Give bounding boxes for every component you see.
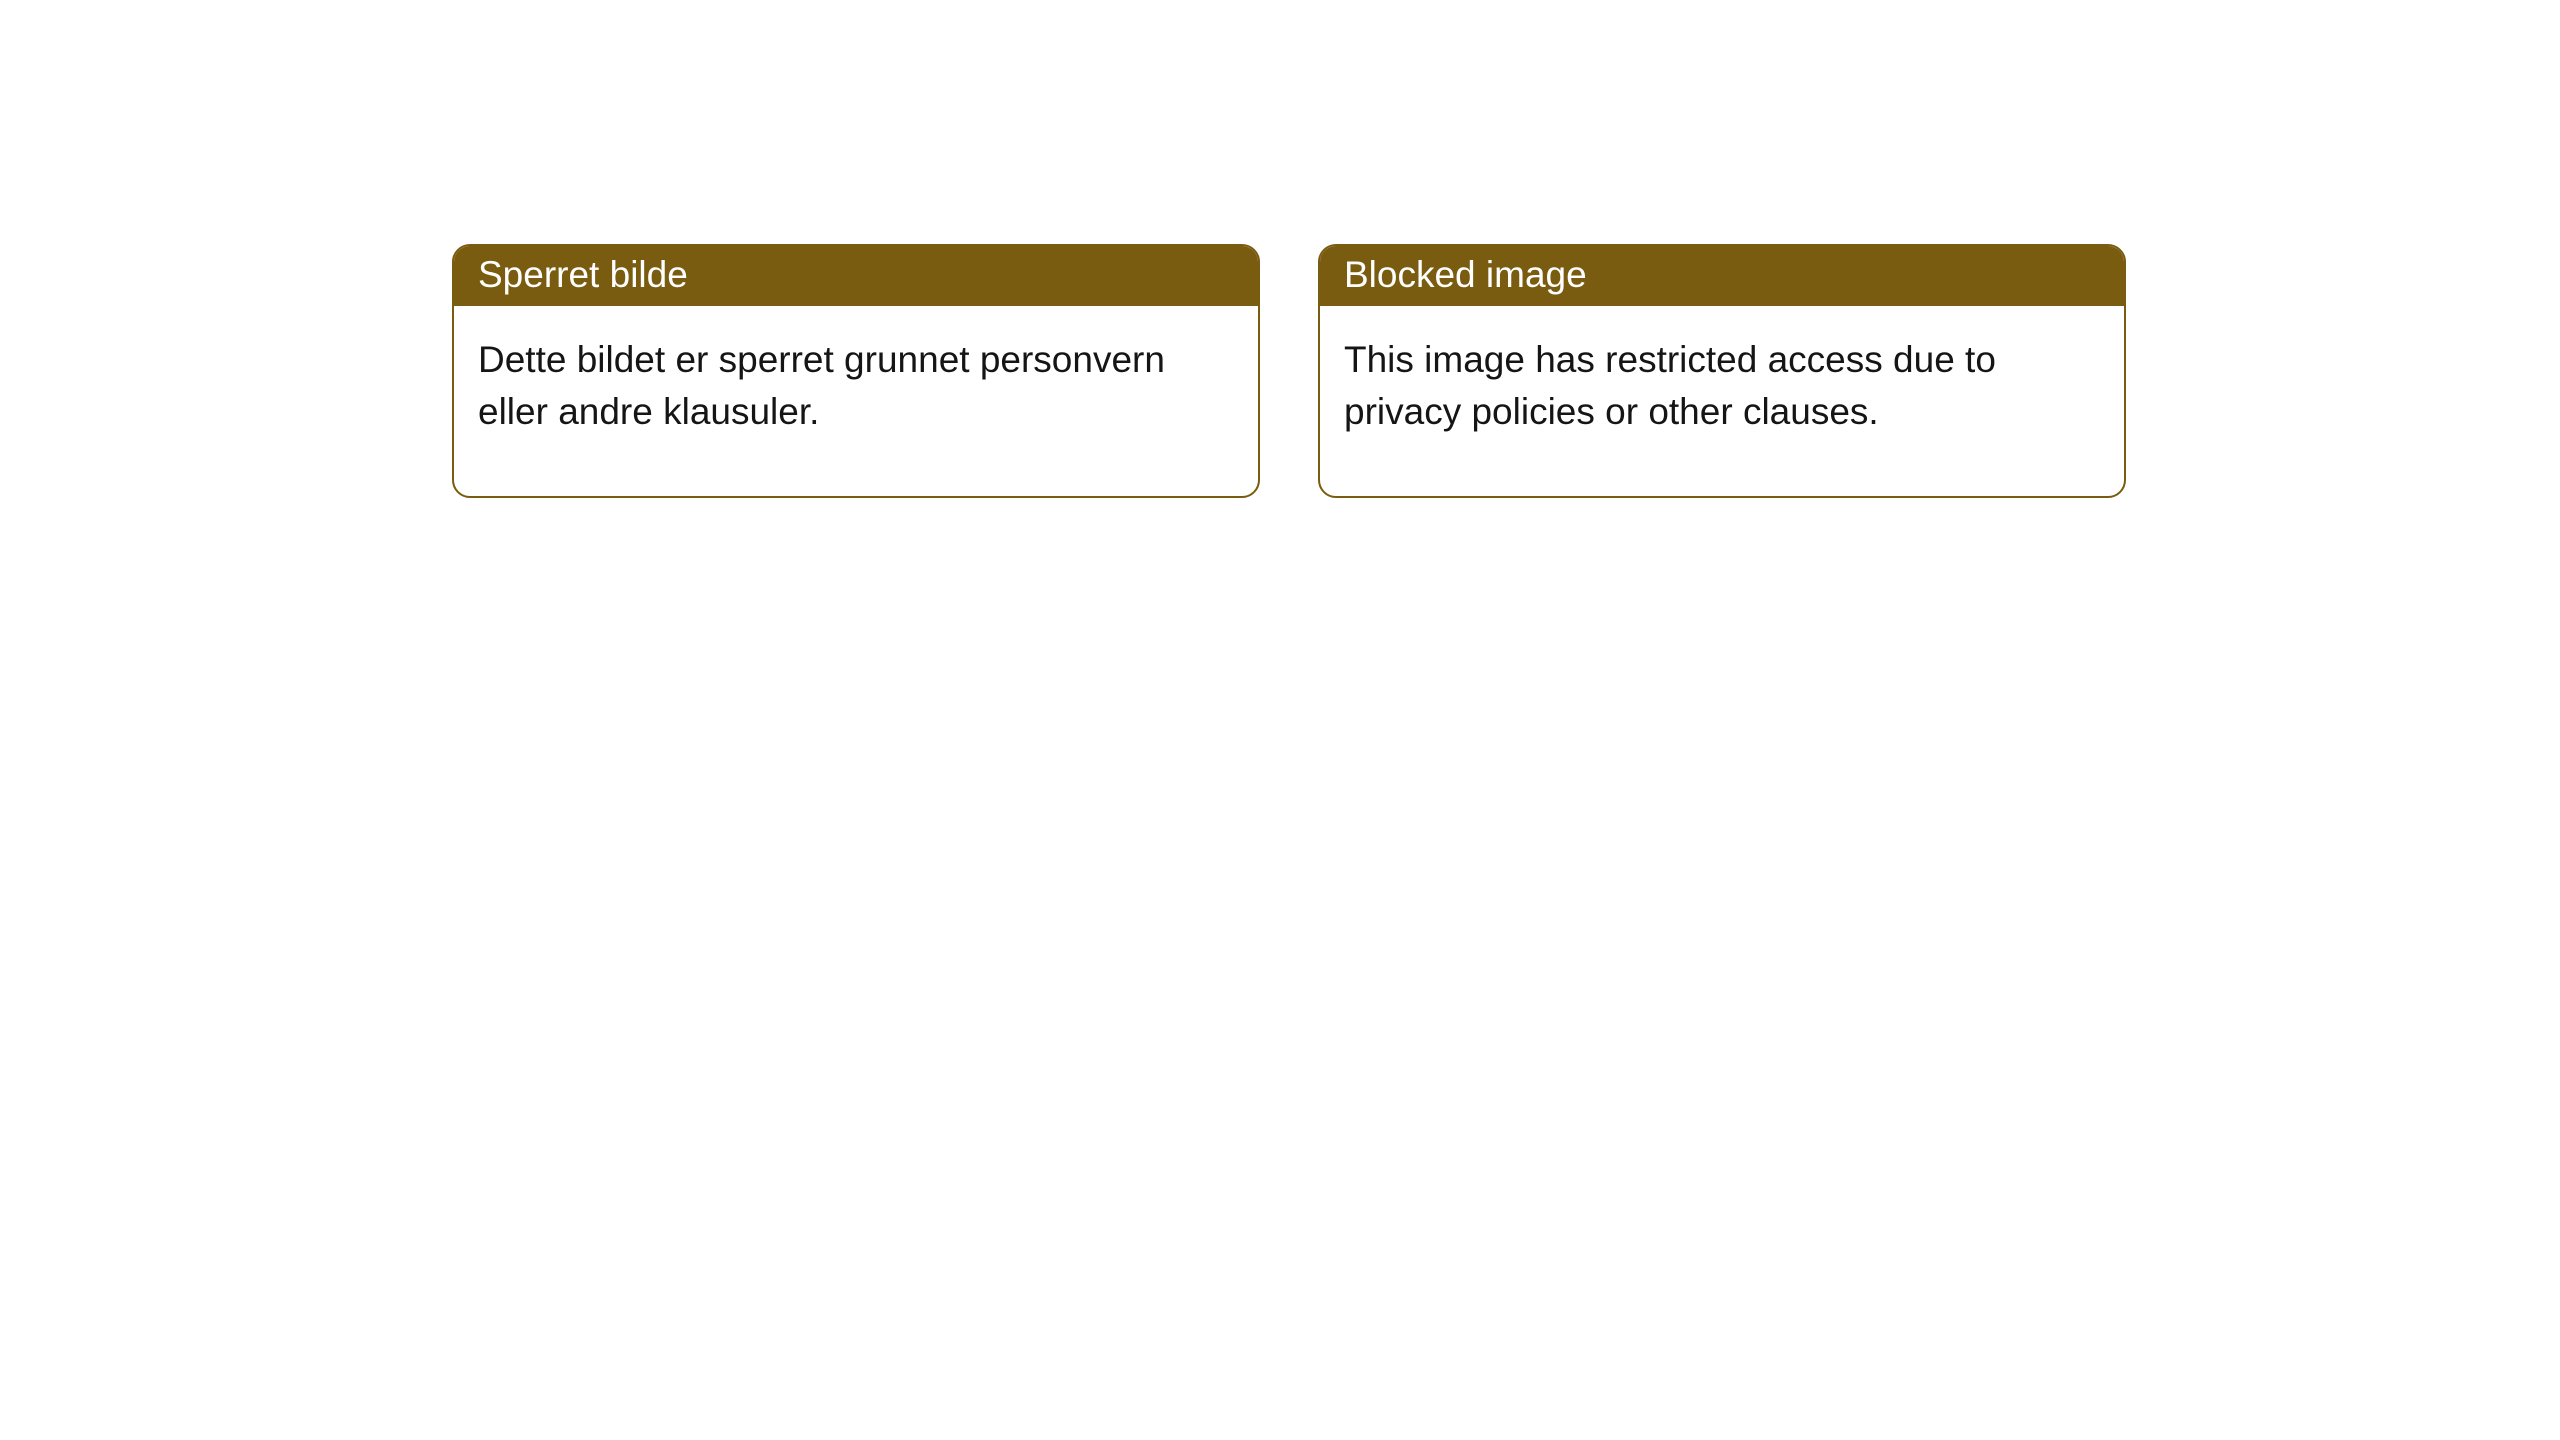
notice-body: Dette bildet er sperret grunnet personve… <box>454 306 1258 496</box>
notice-header: Sperret bilde <box>454 246 1258 306</box>
notice-box-english: Blocked image This image has restricted … <box>1318 244 2126 498</box>
notice-header: Blocked image <box>1320 246 2124 306</box>
notice-container: Sperret bilde Dette bildet er sperret gr… <box>0 0 2560 498</box>
notice-body: This image has restricted access due to … <box>1320 306 2124 496</box>
notice-box-norwegian: Sperret bilde Dette bildet er sperret gr… <box>452 244 1260 498</box>
